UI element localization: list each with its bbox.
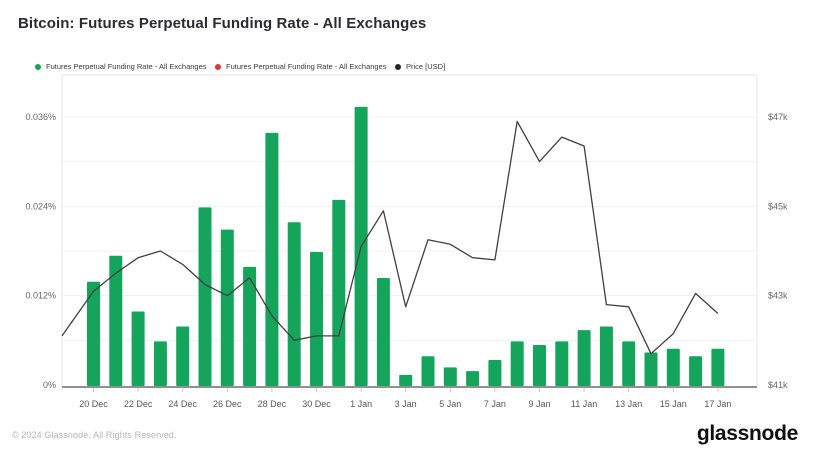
copyright-text: © 2024 Glassnode. All Rights Reserved. — [12, 430, 177, 440]
funding-rate-bars[interactable] — [87, 106, 725, 386]
bar-10-jan[interactable] — [555, 341, 569, 386]
bar-17-jan[interactable] — [711, 348, 725, 386]
y-right-tick-label: $43k — [768, 291, 788, 301]
x-tick-label: 24 Dec — [168, 399, 197, 409]
x-tick-label: 9 Jan — [528, 399, 550, 409]
bar-8-jan[interactable] — [510, 341, 524, 386]
legend-dot-icon — [35, 63, 41, 70]
bar-7-jan[interactable] — [488, 359, 502, 386]
price-line[interactable] — [61, 120, 719, 355]
y-axis-left-labels: 0% 0.012% 0.024% 0.036% — [25, 112, 56, 390]
legend: Futures Perpetual Funding Rate - All Exc… — [35, 62, 575, 71]
x-tick-label: 15 Jan — [660, 399, 687, 409]
x-axis-labels: 20 Dec 22 Dec 24 Dec 26 Dec 28 Dec 30 Dec 1 Ja… — [79, 388, 731, 409]
x-tick-label: 13 Jan — [615, 399, 642, 409]
legend-dot-icon — [395, 63, 401, 70]
x-tick-label: 5 Jan — [439, 399, 461, 409]
bar-11-jan[interactable] — [577, 330, 591, 386]
x-tick-label: 17 Jan — [704, 399, 731, 409]
bar-6-jan[interactable] — [466, 371, 480, 386]
bar-22-dec[interactable] — [131, 311, 145, 386]
grid-lines — [62, 116, 757, 341]
bar-21-dec[interactable] — [109, 255, 123, 386]
glassnode-logo: glassnode — [696, 422, 798, 445]
chart-title: Bitcoin: Futures Perpetual Funding Rate … — [18, 15, 427, 32]
bar-25-dec[interactable] — [198, 207, 212, 386]
legend-item-label: Price [USD] — [406, 62, 446, 71]
y-left-tick-label: 0.024% — [25, 201, 56, 211]
y-left-tick-label: 0.036% — [25, 112, 56, 122]
bar-3-jan[interactable] — [399, 374, 413, 386]
bar-23-dec[interactable] — [153, 341, 167, 386]
bar-29-dec[interactable] — [287, 222, 301, 386]
bar-30-dec[interactable] — [310, 251, 323, 386]
legend-item-1[interactable]: Futures Perpetual Funding Rate - All Exc… — [215, 62, 395, 71]
y-left-tick-label: 0% — [43, 380, 56, 390]
legend-item-2[interactable]: Price [USD] — [395, 62, 575, 71]
bar-31-dec[interactable] — [332, 199, 346, 386]
bar-24-dec[interactable] — [176, 326, 190, 386]
x-tick-label: 28 Dec — [258, 399, 287, 409]
bar-12-jan[interactable] — [599, 326, 613, 386]
x-tick-label: 7 Jan — [484, 399, 506, 409]
legend-item-label: Futures Perpetual Funding Rate - All Exc… — [46, 62, 207, 71]
y-right-tick-label: $41k — [768, 380, 788, 390]
bar-14-jan[interactable] — [644, 352, 658, 386]
y-right-tick-label: $45k — [768, 201, 788, 211]
bar-5-jan[interactable] — [443, 367, 457, 386]
x-tick-label: 22 Dec — [124, 399, 153, 409]
legend-item-label: Futures Perpetual Funding Rate - All Exc… — [226, 62, 387, 71]
bar-9-jan[interactable] — [533, 345, 546, 386]
bar-27-dec[interactable] — [243, 266, 257, 386]
x-tick-label: 26 Dec — [213, 399, 242, 409]
bar-13-jan[interactable] — [622, 341, 636, 386]
x-tick-label: 20 Dec — [79, 399, 108, 409]
y-left-tick-label: 0.012% — [25, 291, 56, 301]
x-tick-label: 30 Dec — [302, 399, 331, 409]
bar-20-dec[interactable] — [87, 281, 100, 386]
y-axis-right-labels: $41k $43k $45k $47k — [768, 112, 788, 390]
x-tick-label: 1 Jan — [350, 399, 372, 409]
x-tick-label: 3 Jan — [395, 399, 417, 409]
x-tick-label: 11 Jan — [571, 399, 597, 409]
bar-15-jan[interactable] — [666, 348, 680, 386]
bar-4-jan[interactable] — [421, 356, 435, 386]
bar-2-jan[interactable] — [376, 278, 390, 386]
y-right-tick-label: $47k — [768, 112, 788, 122]
bar-16-jan[interactable] — [689, 356, 703, 386]
bar-28-dec[interactable] — [265, 132, 279, 386]
legend-item-0[interactable]: Futures Perpetual Funding Rate - All Exc… — [35, 62, 215, 71]
bar-26-dec[interactable] — [220, 229, 234, 386]
legend-dot-icon — [215, 63, 221, 70]
